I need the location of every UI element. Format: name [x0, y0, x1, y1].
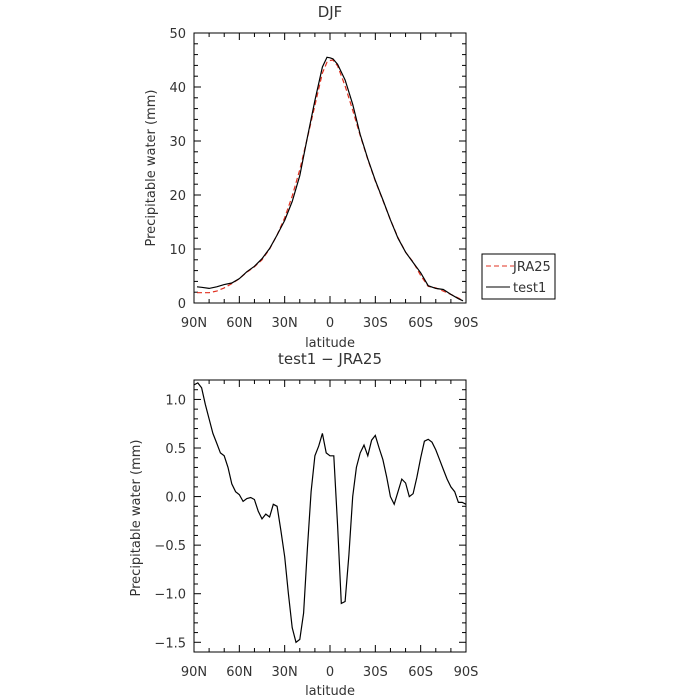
top-x-tick-labels: 90N 60N 30N 0 30S 60S 90S: [181, 316, 479, 331]
legend-label-jra25: JRA25: [512, 260, 551, 275]
bottom-y-tick-labels: 1.0 0.5 0.0 −0.5 −1.0 −1.5: [154, 393, 186, 651]
top-panel: DJF 90N 60N 30N 0 30S 60S 90S 0 10 20 30 40 50 lati…: [144, 3, 478, 351]
bottom-x-tick-labels: 90N 60N 30N 0 30S 60S 90S: [181, 665, 479, 680]
bottom-title: test1 − JRA25: [278, 350, 382, 368]
bottom-x-tick-label: 30S: [363, 665, 388, 680]
legend-label-test1: test1: [513, 281, 546, 296]
bottom-x-tick-label: 90N: [181, 665, 207, 680]
bottom-series-lines: [193, 382, 467, 644]
bottom-x-axis-label: latitude: [305, 684, 355, 699]
bottom-y-tick-label: 0.0: [165, 491, 186, 506]
top-x-tick-label: 30S: [363, 316, 388, 331]
bottom-y-axis-label: Precipitable water (mm): [129, 440, 144, 597]
bottom-x-tick-label: 90S: [454, 665, 479, 680]
top-plot-frame: [193, 32, 467, 304]
bottom-x-tick-label: 60S: [408, 665, 433, 680]
top-series-line-test1: [196, 56, 464, 302]
top-x-tick-label: 60S: [408, 316, 433, 331]
top-x-tick-label: 60N: [226, 316, 252, 331]
bottom-x-tick-label: 30N: [272, 665, 298, 680]
bottom-x-tick-label: 0: [326, 665, 334, 680]
bottom-x-tick-label: 60N: [226, 665, 252, 680]
top-y-tick-label: 30: [169, 135, 186, 150]
top-x-axis-label: latitude: [305, 336, 355, 351]
bottom-axis-ticks: [193, 379, 467, 653]
bottom-y-tick-label: −1.0: [154, 588, 186, 603]
top-y-tick-label: 20: [169, 189, 186, 204]
top-axis-ticks: [193, 32, 467, 304]
bottom-series-line-0: [193, 382, 467, 644]
bottom-y-tick-label: −1.5: [154, 636, 186, 651]
legend-box: [481, 253, 556, 300]
top-y-tick-label: 50: [169, 27, 186, 42]
bottom-y-tick-label: 0.5: [165, 442, 186, 457]
top-y-tick-label: 40: [169, 81, 186, 96]
top-y-tick-label: 0: [178, 297, 186, 312]
top-y-axis-label: Precipitable water (mm): [144, 90, 159, 247]
top-x-tick-label: 0: [326, 316, 334, 331]
top-x-tick-label: 90S: [454, 316, 479, 331]
bottom-plot-frame: [193, 379, 467, 653]
bottom-y-tick-label: −0.5: [154, 539, 186, 554]
top-y-tick-labels: 0 10 20 30 40 50: [169, 27, 186, 312]
bottom-y-tick-label: 1.0: [165, 393, 186, 408]
legend: JRA25 test1: [481, 253, 556, 300]
bottom-panel: test1 − JRA25 90N 60N 30N 0 30S 60S 90S 1.0 0.5…: [129, 350, 478, 699]
top-x-tick-label: 30N: [272, 316, 298, 331]
top-series-line-jra25: [197, 59, 464, 301]
top-series-lines: [196, 56, 464, 302]
top-y-tick-label: 10: [169, 243, 186, 258]
top-x-tick-label: 90N: [181, 316, 207, 331]
top-title: DJF: [318, 3, 343, 21]
